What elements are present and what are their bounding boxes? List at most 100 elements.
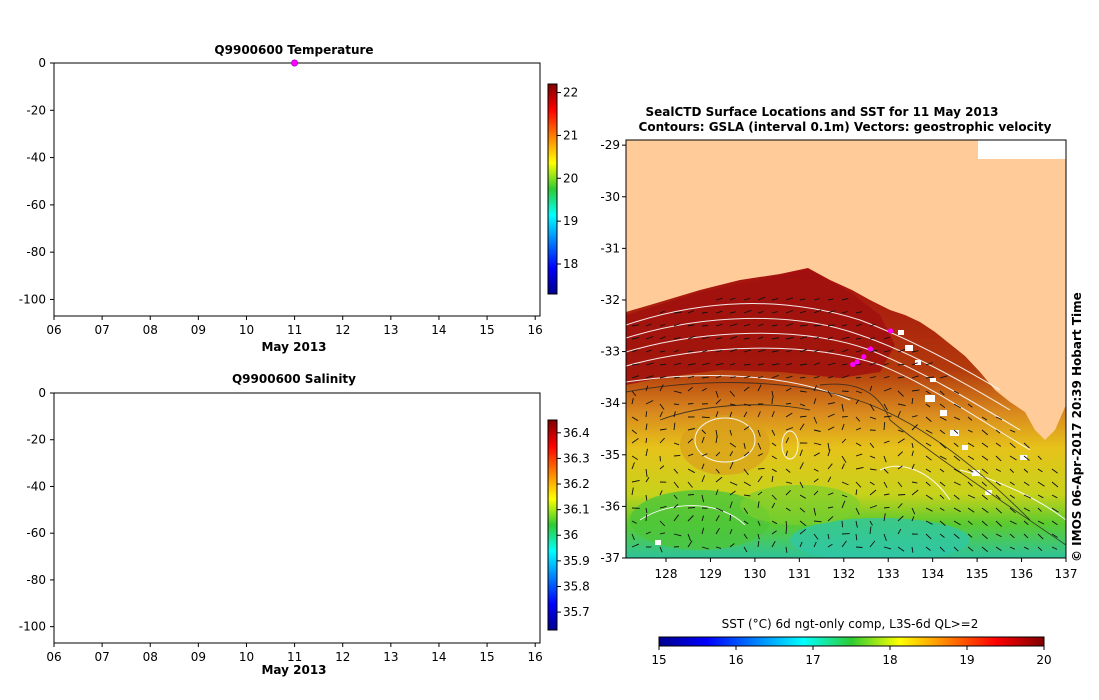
velocity-vector [911,350,919,353]
velocity-vector [981,416,988,421]
x-tick-label: 13 [383,650,398,664]
velocity-vector [799,528,807,535]
velocity-vector [799,415,807,418]
velocity-vector [659,350,666,353]
velocity-vector [701,350,708,353]
velocity-vector [1051,507,1059,513]
velocity-vector [869,323,876,327]
velocity-vector [631,455,638,460]
velocity-vector [757,323,764,327]
velocity-vector [897,515,904,522]
velocity-vector [687,515,694,522]
velocity-vector [953,533,960,539]
velocity-vector [715,507,724,512]
velocity-vector [729,481,738,486]
velocity-vector [841,500,846,509]
velocity-vector [967,468,974,473]
velocity-vector [855,520,858,528]
velocity-vector [939,416,947,421]
velocity-vector [785,489,792,496]
velocity-vector [813,298,820,301]
velocity-vector [855,481,862,488]
velocity-vector [813,452,820,457]
velocity-vector [855,363,862,366]
velocity-vector [757,376,764,379]
velocity-vector [743,507,749,514]
velocity-vector [855,390,862,394]
velocity-vector [701,463,705,470]
velocity-vector [785,507,791,512]
velocity-vector [1037,455,1042,460]
velocity-vector [645,468,648,477]
sst-colorbar [658,636,1045,647]
velocity-vector [799,348,808,353]
velocity-vector [827,516,834,522]
cloud-mask [655,330,1027,545]
velocity-vector [1023,442,1030,449]
velocity-vector [869,403,875,412]
velocity-vector [925,429,933,434]
velocity-vector [911,415,918,418]
velocity-vector [799,507,806,513]
sst-colorbar-label: SST (°C) 6d ngt-only comp, L3S-6d QL>=2 [722,617,979,631]
salinity-title: Q9900600 Salinity [232,372,356,386]
velocity-vector [743,442,746,449]
velocity-vector [1051,468,1058,474]
velocity-vector [771,468,777,473]
velocity-vector [645,411,648,418]
velocity-vector [701,324,708,327]
map-field [626,140,1066,558]
velocity-vector [785,412,793,418]
x-tick-label: 10 [239,323,254,337]
velocity-vector [925,362,933,366]
velocity-vector [785,520,788,528]
velocity-vector [855,311,863,314]
velocity-vector [771,363,780,366]
velocity-vector [785,546,788,553]
velocity-vector [729,297,736,301]
velocity-vector [743,337,750,340]
velocity-vector [1023,468,1029,473]
velocity-vector [841,375,849,379]
velocity-vector [799,298,806,301]
velocity-vector [785,450,788,457]
velocity-vector [659,546,663,553]
velocity-vector [715,515,720,522]
velocity-vector [939,507,945,511]
velocity-vector [729,490,736,496]
velocity-vector [729,442,737,448]
velocity-vector [827,543,833,548]
velocity-vector [827,533,830,540]
velocity-vector [869,349,878,353]
velocity-vector [631,349,638,353]
velocity-vector [729,390,735,397]
map-frame [625,139,1067,559]
velocity-vector [631,398,634,405]
velocity-vector [729,411,733,418]
velocity-vector [743,349,752,353]
velocity-vector [743,468,749,476]
velocity-vector [841,455,847,463]
velocity-vector [911,481,918,484]
lon-tick-label: 137 [1055,567,1078,581]
velocity-vector [953,494,960,500]
velocity-vector [715,429,718,438]
velocity-vector [645,400,654,405]
velocity-vector [911,375,919,379]
y-tick-label: -60 [26,198,46,212]
velocity-vector [925,442,932,447]
lon-tick-label: 128 [655,567,678,581]
lon-tick-label: 130 [743,567,766,581]
velocity-vector [701,336,710,340]
velocity-vector [757,453,763,457]
velocity-vector [953,520,961,526]
velocity-vector [939,442,947,449]
velocity-vector [925,520,933,525]
velocity-vector [645,494,648,501]
velocity-vector [771,475,774,483]
velocity-vector [645,375,654,379]
velocity-vector [883,481,888,488]
temperature-points [291,59,299,67]
velocity-vector [757,475,763,483]
lon-tick-label: 129 [699,567,722,581]
